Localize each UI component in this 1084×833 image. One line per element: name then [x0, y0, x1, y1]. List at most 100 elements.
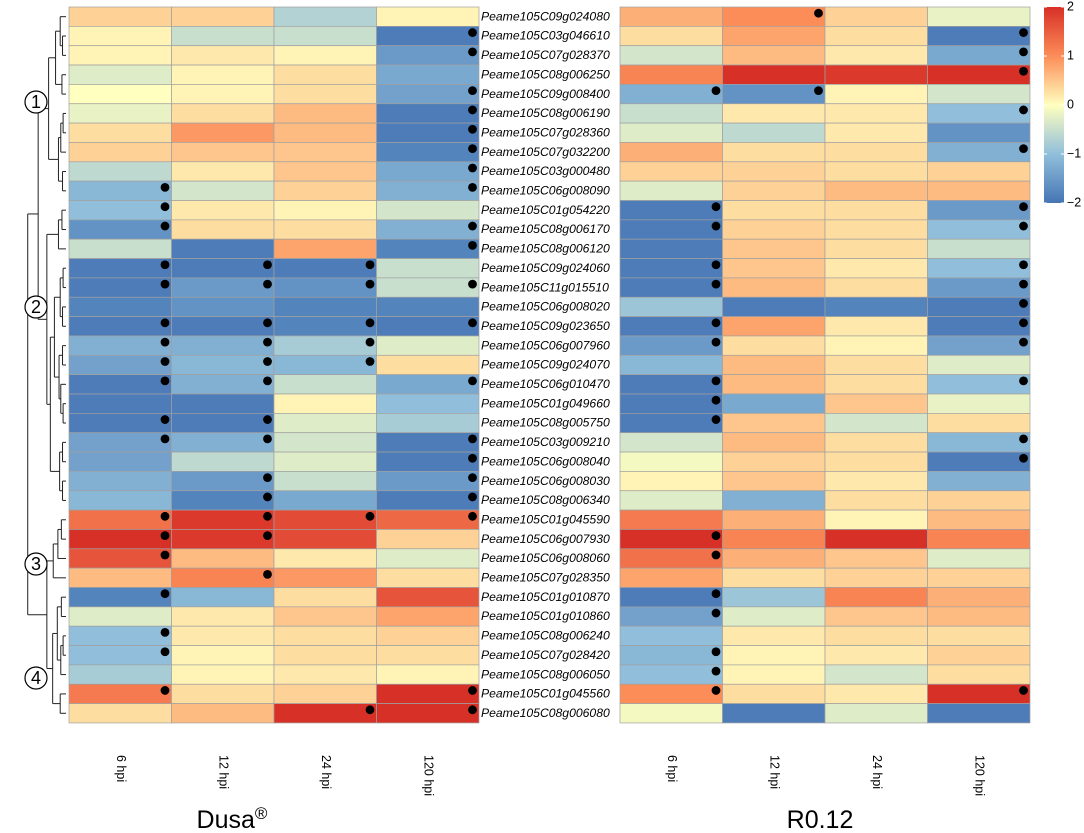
gene-label: Peame105C07g028370: [481, 48, 610, 62]
heatmap-cell: [619, 490, 723, 511]
heatmap-cell: [376, 277, 480, 298]
legend-tick-label: −1: [1067, 146, 1081, 160]
heatmap-cell: [619, 625, 723, 646]
significance-dot: [160, 434, 170, 444]
heatmap-cell: [171, 529, 275, 550]
column-label: 12 hpi: [767, 755, 781, 789]
significance-dot: [711, 589, 721, 599]
heatmap-cell: [376, 432, 480, 453]
significance-dot: [468, 105, 477, 115]
heatmap-cell: [927, 548, 1031, 569]
heatmap-cell: [273, 277, 377, 298]
significance-dot: [263, 531, 272, 541]
heatmap-cell: [376, 393, 480, 414]
column-label: 24 hpi: [870, 755, 884, 789]
cluster-marker: [24, 295, 48, 319]
heatmap-cell: [68, 451, 172, 472]
significance-dot: [160, 337, 170, 347]
heatmap-cell: [722, 142, 826, 163]
heatmap-cell: [619, 296, 723, 317]
heatmap-cell: [171, 161, 275, 182]
heatmap-cell: [619, 277, 723, 298]
heatmap-cell: [619, 413, 723, 434]
heatmap-cell: [273, 219, 377, 240]
heatmap-cell: [722, 161, 826, 182]
gene-label: Peame105C06g008030: [481, 474, 610, 488]
heatmap-cell: [376, 471, 480, 492]
heatmap-cell: [68, 103, 172, 124]
heatmap-cell: [171, 200, 275, 221]
gene-label: Peame105C08g006190: [481, 106, 610, 120]
heatmap-cell: [722, 509, 826, 530]
significance-dot: [160, 202, 170, 212]
gene-label: Peame105C06g010470: [481, 377, 610, 391]
heatmap-cell: [927, 703, 1031, 724]
heatmap-cell: [722, 548, 826, 569]
heatmap-cell: [68, 122, 172, 143]
panel-title: R0.12: [787, 806, 854, 833]
heatmap-cell: [927, 432, 1031, 453]
significance-dot: [263, 473, 272, 482]
significance-dot: [263, 260, 272, 270]
heatmap-cell: [376, 335, 480, 356]
significance-dot: [160, 531, 170, 541]
heatmap-cell: [376, 490, 480, 511]
significance-dot: [1019, 434, 1028, 444]
significance-dot: [468, 434, 477, 444]
significance-dot: [263, 434, 272, 444]
heatmap-cell: [927, 142, 1031, 163]
heatmap-cell: [171, 316, 275, 337]
heatmap-cell: [619, 451, 723, 472]
heatmap-cell: [722, 103, 826, 124]
heatmap-cell: [171, 451, 275, 472]
heatmap-cell: [376, 296, 480, 317]
heatmap-cell: [722, 703, 826, 724]
significance-dot: [1019, 299, 1028, 308]
heatmap-cell: [68, 490, 172, 511]
gene-label: Peame105C09g008400: [481, 87, 610, 101]
significance-dot: [160, 647, 170, 657]
heatmap-cell: [171, 606, 275, 627]
significance-dot: [468, 453, 477, 463]
heatmap-cell: [619, 26, 723, 47]
significance-dot: [711, 686, 721, 695]
heatmap-cell: [376, 509, 480, 530]
heatmap-cell: [619, 471, 723, 492]
heatmap-cell: [376, 258, 480, 279]
heatmap-cell: [722, 258, 826, 279]
significance-dot: [365, 260, 375, 270]
heatmap-cell: [376, 64, 480, 85]
significance-dot: [711, 221, 721, 231]
heatmap-cell: [376, 180, 480, 201]
heatmap-cell: [171, 296, 275, 317]
heatmap-cell: [68, 393, 172, 414]
heatmap-cell: [824, 625, 928, 646]
heatmap-cell: [171, 277, 275, 298]
heatmap-cell: [927, 393, 1031, 414]
heatmap-cell: [273, 200, 377, 221]
legend-tick-label: 0: [1067, 97, 1074, 111]
gene-labels: Peame105C09g024080 Peame105C03g046610 Peam…: [481, 9, 610, 720]
heatmap-cell: [68, 64, 172, 85]
heatmap-cell: [376, 6, 480, 27]
significance-dot: [160, 511, 170, 521]
heatmap-cell: [619, 683, 723, 704]
heatmap-cell: [927, 84, 1031, 105]
heatmap-cell: [927, 26, 1031, 47]
heatmap-cell: [619, 180, 723, 201]
significance-dot: [365, 337, 375, 347]
gene-label: Peame105C06g008090: [481, 184, 610, 198]
heatmap-cell: [927, 277, 1031, 298]
heatmap-cell: [171, 490, 275, 511]
gene-label: Peame105C09g024060: [481, 261, 610, 275]
heatmap-cell: [927, 200, 1031, 221]
significance-dot: [468, 511, 477, 521]
legend-tick-label: 2: [1067, 0, 1074, 13]
significance-dot: [1019, 337, 1028, 347]
heatmap-cell: [273, 161, 377, 182]
significance-dot: [1019, 105, 1028, 115]
heatmap-cell: [273, 64, 377, 85]
heatmap-cell: [376, 374, 480, 395]
heatmap-cell: [273, 548, 377, 569]
significance-dot: [1019, 686, 1028, 695]
